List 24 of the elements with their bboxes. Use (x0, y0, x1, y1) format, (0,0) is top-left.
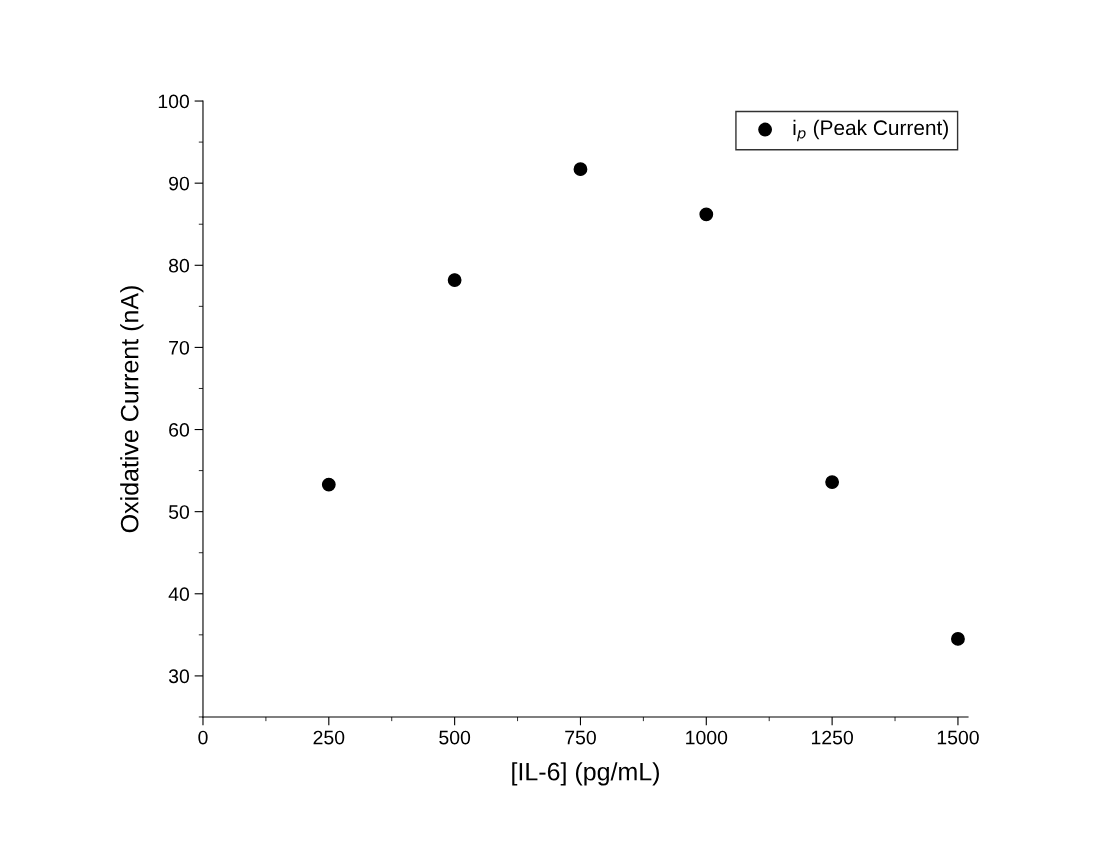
y-tick-label: 70 (169, 340, 190, 355)
x-tick-label: 750 (565, 730, 596, 745)
y-tick-label: 30 (168, 669, 190, 684)
y-tick-label: 100 (158, 94, 190, 109)
point (951, 632, 965, 646)
point (699, 207, 714, 222)
x-tick-label: 1500 (937, 730, 979, 745)
point (825, 475, 840, 489)
y-tick-label: 40 (168, 587, 190, 602)
x-tick-label: 500 (439, 730, 471, 745)
point (321, 477, 336, 492)
y-axis-title: Oxidative Current (nA) (120, 286, 144, 533)
point (573, 162, 588, 177)
y-tick-label: 50 (168, 505, 190, 519)
y-tick-label: 80 (169, 258, 190, 273)
y-tick-label: 90 (169, 176, 190, 191)
x-axis-title: [IL-6] (pg/mL) (512, 762, 659, 786)
x-tick-label: 1000 (686, 730, 728, 745)
point (447, 273, 462, 287)
y-tick-label: 60 (169, 423, 190, 437)
x-tick-label: 0 (198, 730, 208, 745)
x-tick-label: 1250 (811, 730, 853, 745)
legend-label: i$_{p}$ (Peak Current) (793, 119, 948, 142)
x-tick-label: 250 (313, 730, 345, 745)
